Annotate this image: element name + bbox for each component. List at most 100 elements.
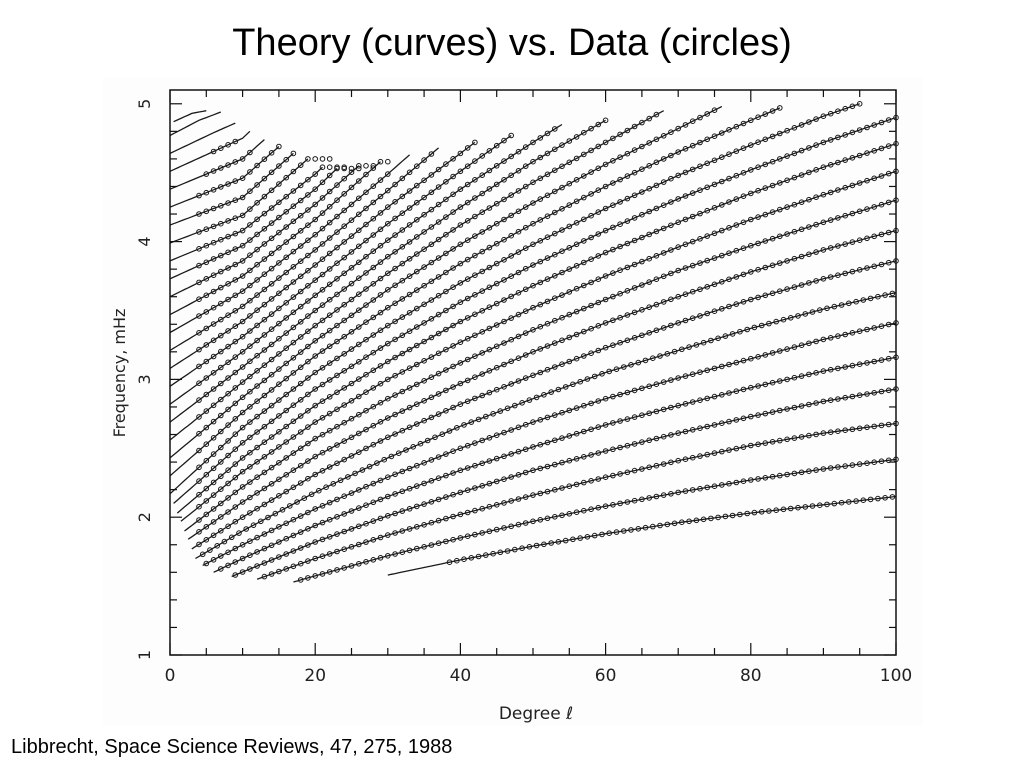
data-point bbox=[697, 313, 703, 319]
data-point bbox=[370, 332, 377, 338]
data-point bbox=[326, 219, 333, 226]
data-point bbox=[791, 435, 798, 441]
data-point bbox=[639, 412, 645, 419]
data-point bbox=[472, 195, 478, 201]
data-point bbox=[631, 335, 638, 341]
data-point bbox=[806, 196, 812, 203]
data-point bbox=[399, 350, 406, 357]
data-point bbox=[762, 264, 769, 271]
data-point bbox=[628, 527, 634, 533]
data-point bbox=[722, 333, 729, 339]
data-point bbox=[414, 381, 420, 388]
data-point bbox=[610, 246, 616, 253]
data-point bbox=[748, 355, 754, 362]
data-point bbox=[450, 303, 456, 310]
data-point bbox=[232, 354, 239, 360]
data-point bbox=[668, 459, 674, 466]
data-point bbox=[871, 263, 878, 270]
data-point bbox=[261, 301, 268, 308]
data-point bbox=[225, 218, 231, 224]
data-point bbox=[334, 442, 340, 448]
data-point bbox=[856, 361, 863, 368]
data-point bbox=[856, 101, 863, 107]
data-point bbox=[588, 279, 594, 286]
data-point bbox=[239, 194, 246, 201]
data-point bbox=[218, 145, 224, 151]
data-point bbox=[610, 224, 616, 231]
data-point bbox=[261, 271, 268, 277]
data-point bbox=[479, 308, 486, 314]
data-point bbox=[664, 351, 671, 357]
data-point bbox=[356, 275, 362, 281]
data-point bbox=[733, 172, 740, 179]
data-point bbox=[268, 387, 275, 393]
x-tick-label: 0 bbox=[165, 666, 176, 686]
data-point bbox=[689, 118, 696, 125]
data-point bbox=[762, 185, 769, 191]
data-point bbox=[806, 371, 812, 378]
data-point bbox=[595, 121, 602, 128]
data-point bbox=[610, 158, 616, 164]
data-point bbox=[218, 252, 224, 259]
data-point bbox=[334, 197, 340, 203]
data-point bbox=[399, 277, 406, 284]
data-point bbox=[268, 481, 275, 487]
data-point bbox=[552, 209, 558, 216]
data-point bbox=[370, 422, 377, 429]
data-point bbox=[660, 325, 667, 331]
data-point bbox=[196, 541, 202, 548]
data-point bbox=[406, 239, 413, 245]
data-point bbox=[276, 143, 282, 150]
data-point bbox=[552, 364, 558, 370]
data-point bbox=[239, 333, 246, 340]
data-point bbox=[428, 297, 435, 303]
data-point bbox=[588, 256, 594, 262]
data-point bbox=[265, 514, 271, 521]
data-point bbox=[472, 462, 478, 469]
data-point bbox=[326, 551, 333, 557]
data-point bbox=[232, 518, 239, 525]
data-point bbox=[573, 331, 580, 338]
data-point bbox=[515, 228, 522, 235]
data-point bbox=[530, 304, 536, 311]
data-point bbox=[577, 378, 584, 385]
data-point bbox=[334, 548, 340, 555]
data-point bbox=[827, 397, 834, 404]
data-point bbox=[326, 569, 333, 575]
data-point bbox=[704, 284, 711, 290]
data-point bbox=[334, 355, 340, 362]
data-point bbox=[740, 245, 747, 251]
data-point bbox=[414, 234, 420, 240]
data-point bbox=[555, 539, 562, 545]
data-point bbox=[689, 371, 696, 378]
data-point bbox=[232, 230, 239, 237]
data-point bbox=[733, 148, 740, 154]
data-point bbox=[493, 142, 500, 149]
data-point bbox=[573, 241, 580, 248]
data-point bbox=[617, 290, 623, 297]
data-point bbox=[628, 362, 634, 368]
data-point bbox=[196, 246, 202, 252]
data-point bbox=[878, 145, 885, 152]
data-point bbox=[483, 413, 489, 420]
data-point bbox=[464, 335, 471, 342]
data-point bbox=[203, 342, 210, 348]
data-point bbox=[522, 352, 529, 358]
data-point bbox=[232, 461, 239, 467]
data-point bbox=[806, 468, 812, 475]
data-point bbox=[370, 403, 377, 410]
data-point bbox=[737, 511, 743, 518]
data-point bbox=[312, 322, 318, 329]
data-point bbox=[842, 463, 849, 469]
data-point bbox=[704, 233, 711, 239]
data-point bbox=[591, 532, 598, 539]
data-point bbox=[290, 309, 297, 316]
data-point bbox=[479, 392, 486, 399]
data-point bbox=[740, 299, 747, 305]
data-point bbox=[871, 204, 878, 210]
data-point bbox=[704, 257, 711, 264]
data-point bbox=[508, 498, 515, 504]
data-point bbox=[254, 337, 260, 344]
data-point bbox=[544, 255, 551, 261]
data-point bbox=[370, 518, 377, 524]
